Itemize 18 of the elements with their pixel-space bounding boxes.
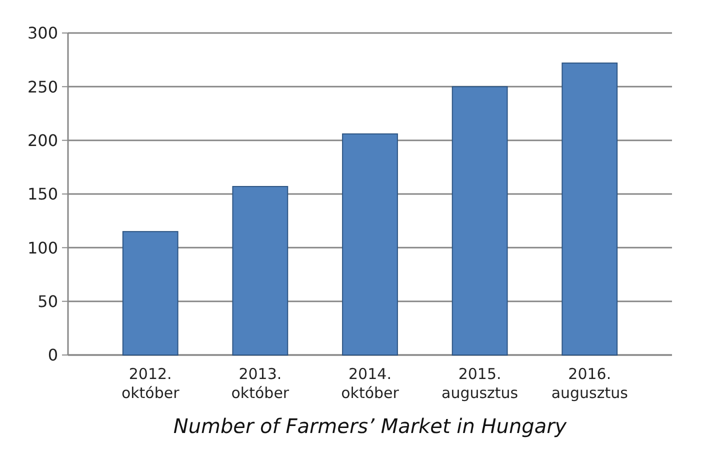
y-tick-label: 250 [27, 77, 58, 96]
y-tick-label: 200 [27, 130, 58, 150]
x-tick-label: 2012. október [121, 365, 180, 402]
y-tick-label: 300 [27, 24, 58, 43]
x-tick-label: 2013. október [231, 365, 290, 402]
y-tick-label: 50 [38, 292, 58, 311]
y-tick-label: 150 [27, 184, 58, 204]
bar [452, 86, 508, 356]
bar [122, 231, 178, 356]
bar [232, 186, 288, 356]
bar [562, 62, 618, 356]
bar [342, 133, 398, 356]
x-tick-label: 2015. augusztus [442, 365, 518, 402]
y-tick-label: 0 [48, 346, 58, 365]
y-tick-label: 100 [27, 238, 58, 258]
x-tick-label: 2016. augusztus [551, 365, 628, 402]
text: Number of Farmers’ Market in Hungary [173, 414, 568, 438]
x-tick-label: 2014. október [341, 365, 400, 402]
